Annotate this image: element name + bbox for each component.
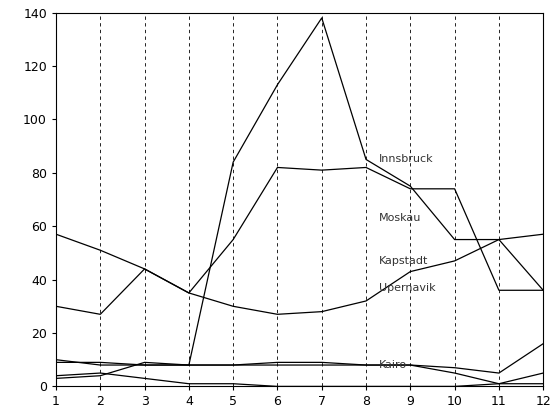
Text: Moskau: Moskau [379,213,422,223]
Text: Innsbruck: Innsbruck [379,155,434,165]
Text: Kairo: Kairo [379,360,408,370]
Text: Kapstadt: Kapstadt [379,256,429,266]
Text: Upernavik: Upernavik [379,283,436,293]
